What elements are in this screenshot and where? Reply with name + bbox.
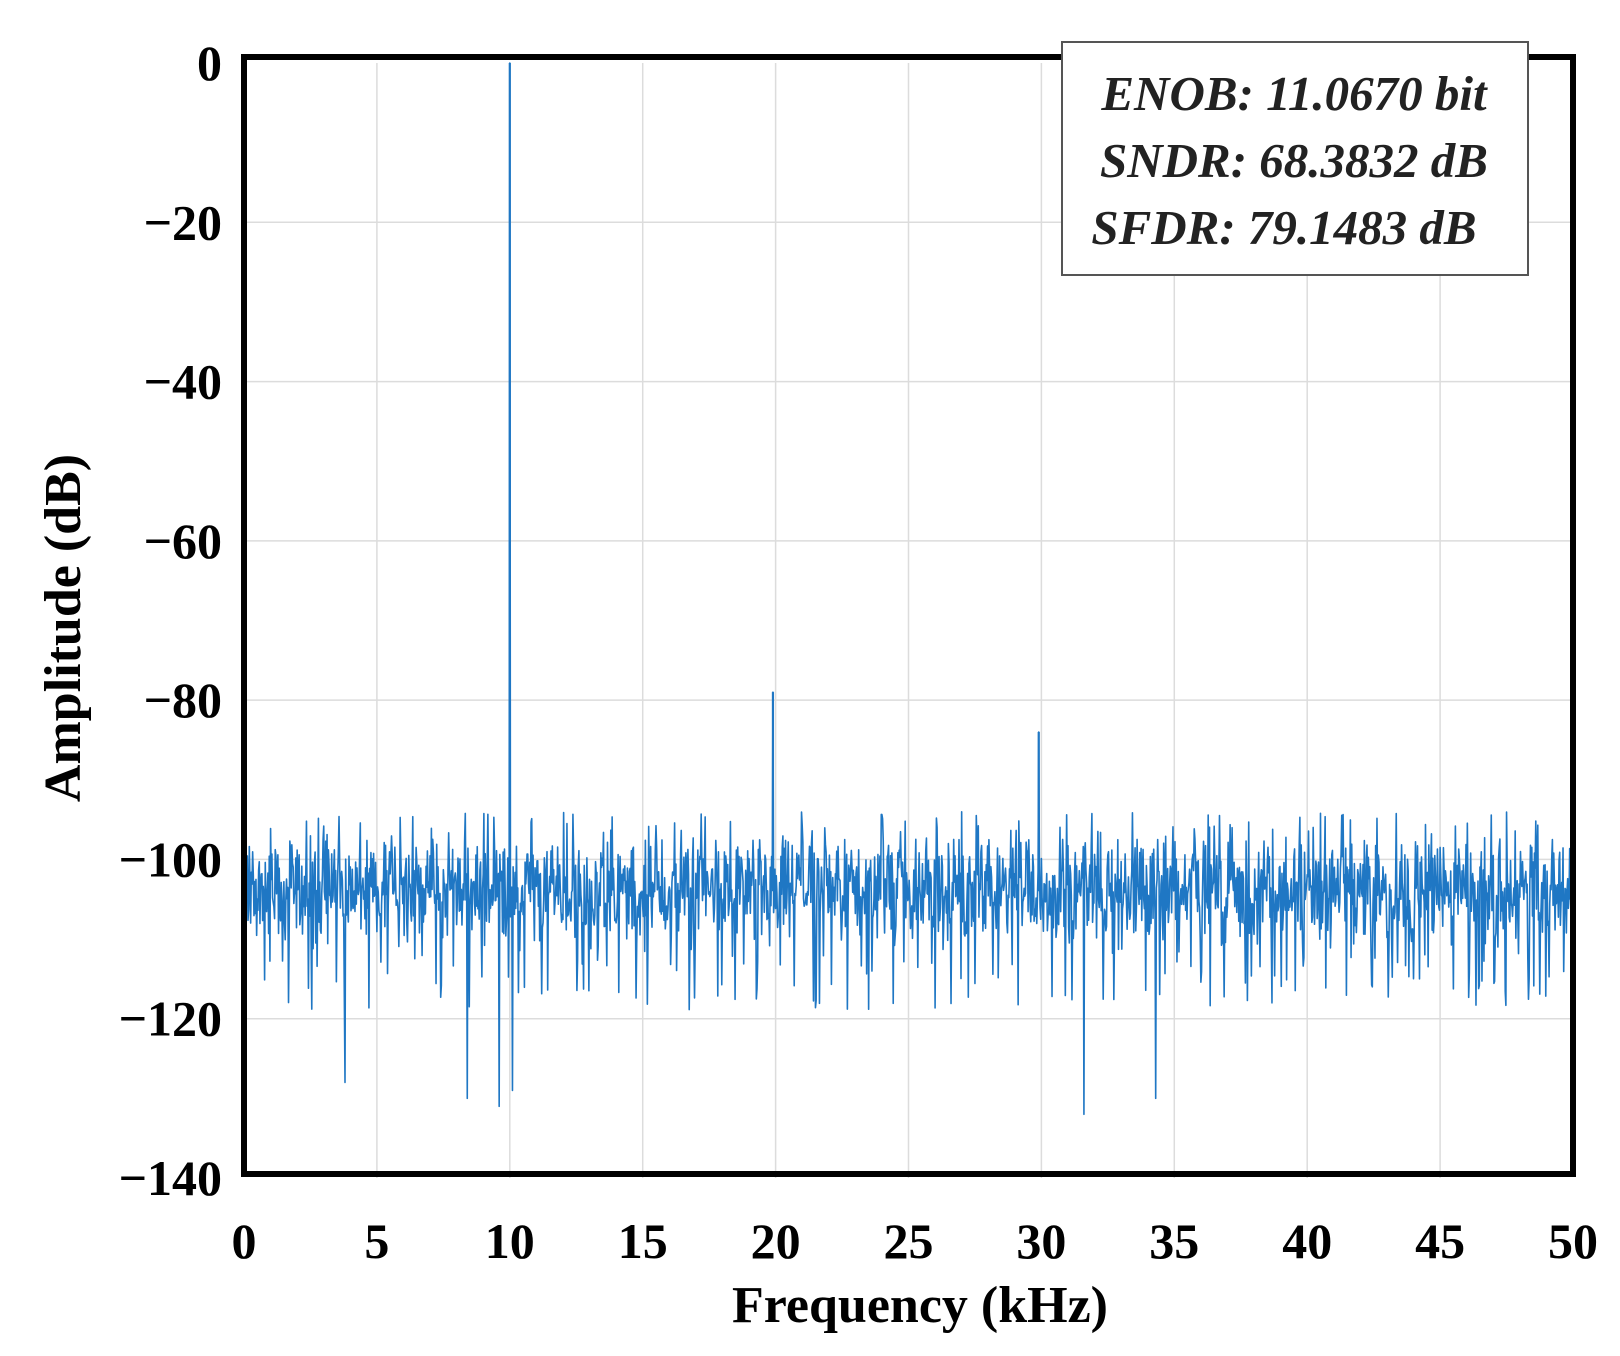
y-tick-label: −100 [119, 831, 223, 887]
x-axis-label: Frequency (kHz) [732, 1277, 1108, 1334]
y-tick-label: −140 [119, 1150, 223, 1206]
y-tick-label: 0 [197, 35, 222, 91]
sndr-label: SNDR: 68.3832 dB [1100, 133, 1488, 188]
x-tick-labels: 0 5 10 15 20 25 30 35 40 45 50 [232, 1213, 1599, 1269]
y-tick-label: −60 [144, 513, 223, 569]
x-tick-label: 30 [1016, 1213, 1066, 1269]
x-tick-label: 35 [1149, 1213, 1199, 1269]
sfdr-label: SFDR: 79.1483 dB [1091, 200, 1476, 255]
x-tick-label: 5 [364, 1213, 389, 1269]
plot-frame [241, 54, 1576, 1177]
y-axis-label: Amplitude (dB) [35, 454, 92, 802]
x-tick-label: 50 [1548, 1213, 1598, 1269]
y-tick-label: −80 [144, 672, 223, 728]
x-tick-label: 10 [485, 1213, 535, 1269]
x-tick-label: 15 [618, 1213, 668, 1269]
enob-label: ENOB: 11.0670 bit [1100, 66, 1488, 121]
y-tick-label: −20 [144, 194, 223, 250]
spectrum-line [243, 62, 1574, 1116]
y-tick-label: −120 [119, 991, 223, 1047]
metrics-box-frame [1061, 41, 1529, 276]
series-fft-spectrum [243, 62, 1574, 1116]
metrics-box: ENOB: 11.0670 bit SNDR: 68.3832 dB SFDR:… [1061, 41, 1529, 276]
x-tick-label: 40 [1282, 1213, 1332, 1269]
x-tick-label: 25 [884, 1213, 934, 1269]
y-tick-labels: 0 −20 −40 −60 −80 −100 −120 −140 [119, 35, 223, 1206]
y-tick-label: −40 [144, 354, 223, 410]
x-tick-label: 20 [751, 1213, 801, 1269]
x-tick-label: 45 [1415, 1213, 1465, 1269]
x-tick-label: 0 [232, 1213, 257, 1269]
